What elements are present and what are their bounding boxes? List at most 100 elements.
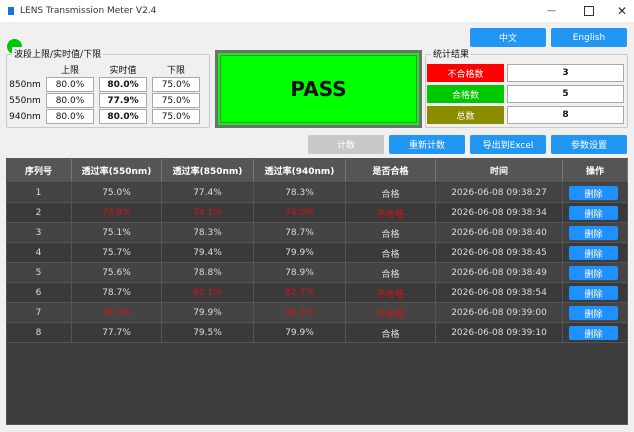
table-cell: 4 [6, 243, 72, 263]
band-label: 550nm [9, 95, 41, 106]
table-cell: 75.1% [72, 223, 162, 243]
table-cell: 79.9% [254, 243, 346, 263]
table-cell: 3 [6, 223, 72, 243]
limit-header: 下限 [166, 65, 185, 76]
table-row [7, 303, 627, 323]
table-header: 序列号 [6, 159, 72, 182]
table-cell: 78.9% [254, 263, 346, 283]
app-icon [8, 7, 14, 15]
table-cell: 2026-06-08 09:38:49 [436, 263, 563, 283]
table-cell: 2026-06-08 09:39:00 [436, 303, 563, 323]
minimize[interactable]: — [547, 6, 556, 16]
stat-value: 8 [507, 106, 624, 124]
table-cell: 2026-06-08 09:38:45 [436, 243, 563, 263]
table-cell: 79.5% [162, 323, 254, 343]
stats-group [425, 54, 628, 128]
table-cell: 79.9% [254, 323, 346, 343]
table-header: 透过率(850nm) [162, 159, 254, 182]
table-cell: 2026-06-08 09:38:34 [436, 203, 563, 223]
action-button[interactable]: 参数设置 [551, 135, 627, 154]
table-cell: 不合格 [346, 283, 436, 303]
table-row [7, 223, 627, 243]
limit-cell: 80.0% [46, 77, 94, 92]
table-cell: 2026-06-08 09:39:10 [436, 323, 563, 343]
table-cell: 77.7% [72, 323, 162, 343]
table-cell: 78.7% [254, 223, 346, 243]
delete-button[interactable]: 删除 [569, 246, 618, 260]
table-cell: 合格 [346, 223, 436, 243]
table-row [7, 283, 627, 303]
table-cell: 8 [6, 323, 72, 343]
delete-button[interactable]: 删除 [569, 266, 618, 280]
table-cell: 75.7% [72, 243, 162, 263]
action-button: 计数 [308, 135, 384, 154]
delete-button[interactable]: 删除 [569, 286, 618, 300]
table-cell: 5 [6, 263, 72, 283]
limit-cell: 75.0% [152, 93, 200, 108]
language-button[interactable]: English [551, 28, 627, 47]
table-cell: 不合格 [346, 203, 436, 223]
table-header: 时间 [436, 159, 563, 182]
table-cell: 7 [6, 303, 72, 323]
delete-button[interactable]: 删除 [569, 226, 618, 240]
language-button[interactable]: 中文 [470, 28, 546, 47]
result-text: PASS [220, 55, 417, 123]
table-cell: 1 [6, 183, 72, 203]
table-cell: 73.8% [72, 203, 162, 223]
band-label: 940nm [9, 111, 41, 122]
delete-button[interactable]: 删除 [569, 206, 618, 220]
stat-value: 5 [507, 85, 624, 103]
limit-cell: 75.0% [152, 77, 200, 92]
stats-title: 统计结果 [431, 47, 472, 60]
table-cell: 合格 [346, 183, 436, 203]
table-cell: 合格 [346, 243, 436, 263]
result-panel: PASS [215, 50, 422, 128]
table-cell: 77.4% [162, 183, 254, 203]
limit-header: 实时值 [109, 65, 137, 76]
maximize[interactable] [584, 6, 594, 16]
table-row [7, 243, 627, 263]
table-header: 是否合格 [346, 159, 436, 182]
delete-button[interactable]: 删除 [569, 186, 618, 200]
table-row [7, 203, 627, 223]
delete-button[interactable]: 删除 [569, 306, 618, 320]
limit-cell: 80.0% [46, 93, 94, 108]
table-cell: 2026-06-08 09:38:54 [436, 283, 563, 303]
stat-label: 不合格数 [427, 64, 504, 82]
table-cell: 合格 [346, 323, 436, 343]
table-row [7, 263, 627, 283]
action-button[interactable]: 导出到Excel [470, 135, 546, 154]
table-row [7, 183, 627, 203]
stat-label: 合格数 [427, 85, 504, 103]
action-button[interactable]: 重新计数 [389, 135, 465, 154]
table-cell: 75.0% [72, 183, 162, 203]
title-bar: LENS Transmission Meter V2.4 — ✕ [0, 0, 634, 22]
table-cell: 合格 [346, 263, 436, 283]
table-cell: 75.6% [72, 263, 162, 283]
table-cell: 74.3% [72, 303, 162, 323]
table-cell: 74.0% [254, 203, 346, 223]
band-label: 850nm [9, 79, 41, 90]
limit-cell: 80.0% [46, 109, 94, 124]
table-cell: 82.7% [254, 283, 346, 303]
delete-button[interactable]: 删除 [569, 326, 618, 340]
table-row [7, 323, 627, 343]
table-cell: 2 [6, 203, 72, 223]
stat-label: 总数 [427, 106, 504, 124]
limit-cell: 75.0% [152, 109, 200, 124]
table-header: 操作 [563, 159, 628, 182]
table-cell: 不合格 [346, 303, 436, 323]
table-header: 透过率(940nm) [254, 159, 346, 182]
close[interactable]: ✕ [617, 4, 628, 18]
limit-cell: 80.0% [99, 77, 147, 92]
table-cell: 78.7% [72, 283, 162, 303]
table-cell: 6 [6, 283, 72, 303]
limit-header: 上限 [60, 65, 79, 76]
table-cell: 2026-06-08 09:38:27 [436, 183, 563, 203]
window-title: LENS Transmission Meter V2.4 [20, 6, 157, 16]
table-cell: 78.8% [162, 263, 254, 283]
table-cell: 74.1% [162, 203, 254, 223]
table-cell: 79.4% [162, 243, 254, 263]
limits-title: 波段上限/实时值/下限 [12, 47, 104, 60]
